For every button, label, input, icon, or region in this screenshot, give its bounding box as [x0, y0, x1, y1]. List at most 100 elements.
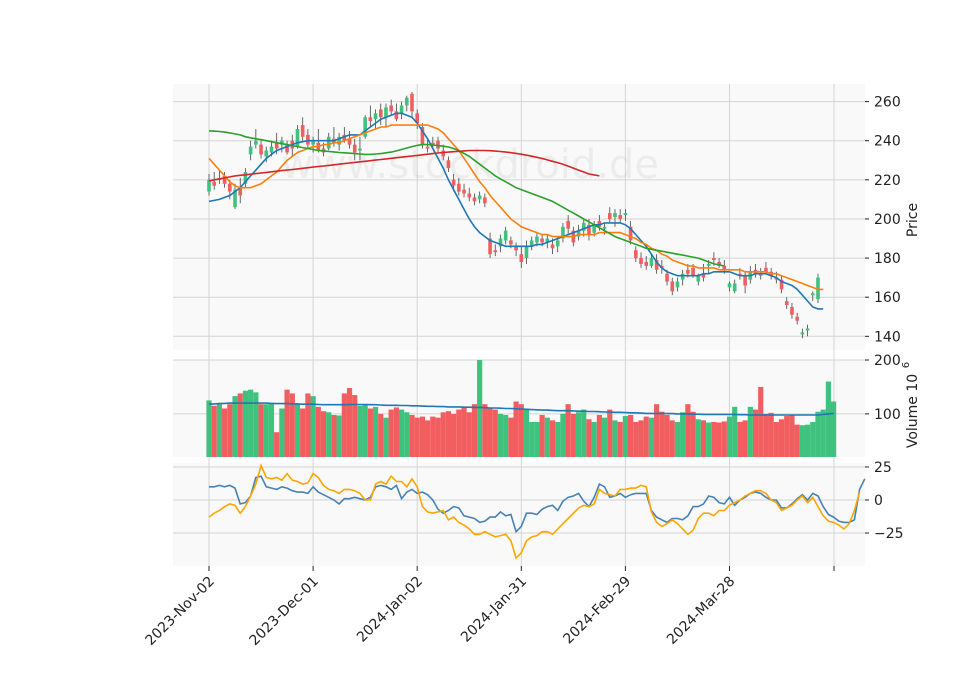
price-panel: 140 160 180 200 220 240 260: [173, 91, 901, 345]
volume-bar: [305, 393, 311, 457]
volume-bar: [466, 412, 472, 457]
candle-up: [399, 105, 404, 114]
candle-up: [649, 258, 654, 266]
volume-bar: [341, 393, 347, 457]
volume-bar: [680, 412, 686, 457]
moving-average-line: [208, 112, 824, 310]
candle-up: [233, 189, 237, 208]
price-y-tick-label: 140: [874, 329, 901, 345]
candle-up: [623, 213, 628, 216]
volume-bar: [513, 401, 519, 457]
candle-up: [696, 275, 701, 282]
volume-bar: [425, 420, 431, 457]
candle-down: [795, 316, 799, 321]
candle-down: [587, 224, 591, 235]
volume-bar: [372, 406, 379, 457]
volume-bar: [549, 420, 556, 457]
volume-bar: [633, 421, 639, 457]
candle-down: [670, 281, 675, 292]
x-tick-label: 2023-Dec-01: [247, 574, 322, 649]
candle-down: [394, 111, 399, 120]
candle-up: [524, 246, 529, 259]
volume-bar: [539, 414, 545, 457]
volume-bar: [695, 419, 701, 457]
candle-up: [280, 140, 284, 145]
panel-background: [173, 84, 865, 350]
volume-bar: [289, 393, 295, 457]
volume-axis-label-group: Volume 10 6: [901, 362, 921, 448]
candle-down: [743, 275, 747, 286]
volume-bar: [570, 413, 576, 457]
volume-bar: [674, 421, 681, 457]
candle-down: [758, 273, 763, 276]
candle-up: [680, 273, 685, 280]
volume-bar: [383, 417, 389, 457]
volume-bar: [222, 408, 228, 457]
volume-bar: [685, 404, 691, 457]
candle-down: [712, 258, 716, 261]
candle-down: [509, 240, 513, 245]
candle-down: [472, 197, 477, 202]
volume-bar: [315, 406, 321, 457]
candle-down: [790, 306, 794, 315]
volume-bar: [388, 409, 394, 457]
volume-bar: [591, 421, 597, 457]
volume-average-line: [208, 402, 834, 416]
candle-down: [352, 144, 357, 153]
volume-bar: [331, 414, 337, 457]
volume-bar: [310, 396, 316, 457]
candle-up: [529, 240, 534, 247]
candle-up: [498, 238, 503, 247]
volume-bar: [721, 421, 727, 457]
volume-bar: [336, 415, 342, 457]
candle-down: [420, 127, 425, 145]
volume-bar: [237, 393, 243, 457]
price-axis-label: Price: [905, 203, 921, 237]
candle-down: [446, 160, 451, 169]
candle-down: [488, 238, 492, 255]
candle-up: [243, 172, 248, 184]
moving-average-line: [208, 124, 824, 291]
volume-bar: [607, 409, 613, 457]
volume-bar: [778, 419, 785, 457]
candle-up: [581, 222, 586, 231]
candle-down: [566, 220, 570, 229]
x-tick-label: 2024-Feb-29: [560, 574, 634, 648]
candle-down: [665, 273, 669, 282]
candle-down: [628, 226, 633, 241]
candle-up: [264, 150, 269, 157]
volume-bar: [451, 413, 457, 457]
volume-bar: [799, 425, 805, 457]
candle-up: [248, 146, 253, 155]
candle-down: [654, 260, 659, 270]
candle-down: [238, 187, 243, 196]
candle-up: [706, 263, 711, 266]
candle-down: [462, 189, 466, 194]
volume-bar: [737, 421, 743, 457]
volume-bar: [430, 416, 436, 457]
volume-bar: [565, 404, 571, 457]
volume-bar: [758, 386, 764, 457]
indicator-line: [208, 463, 861, 560]
volume-bar: [300, 408, 306, 457]
price-y-tick-label: 260: [874, 95, 901, 111]
candle-down: [717, 261, 721, 266]
volume-bar: [784, 416, 790, 457]
candle-down: [644, 261, 649, 266]
volume-bar: [732, 406, 738, 457]
volume-bar: [362, 404, 368, 457]
volume-bar: [716, 422, 722, 457]
volume-bar: [555, 421, 561, 457]
moving-average-line: [208, 130, 725, 267]
volume-bar: [825, 381, 831, 457]
x-tick-label: 2024-Jan-31: [458, 574, 530, 646]
candle-up: [675, 281, 680, 288]
candle-down: [441, 150, 446, 157]
volume-bar: [482, 404, 488, 457]
candle-down: [368, 117, 373, 122]
candle-down: [550, 244, 555, 249]
volume-bar: [242, 390, 249, 457]
candle-down: [779, 279, 784, 290]
macd-y-tick-label: 25: [874, 460, 892, 476]
candle-down: [436, 140, 440, 149]
